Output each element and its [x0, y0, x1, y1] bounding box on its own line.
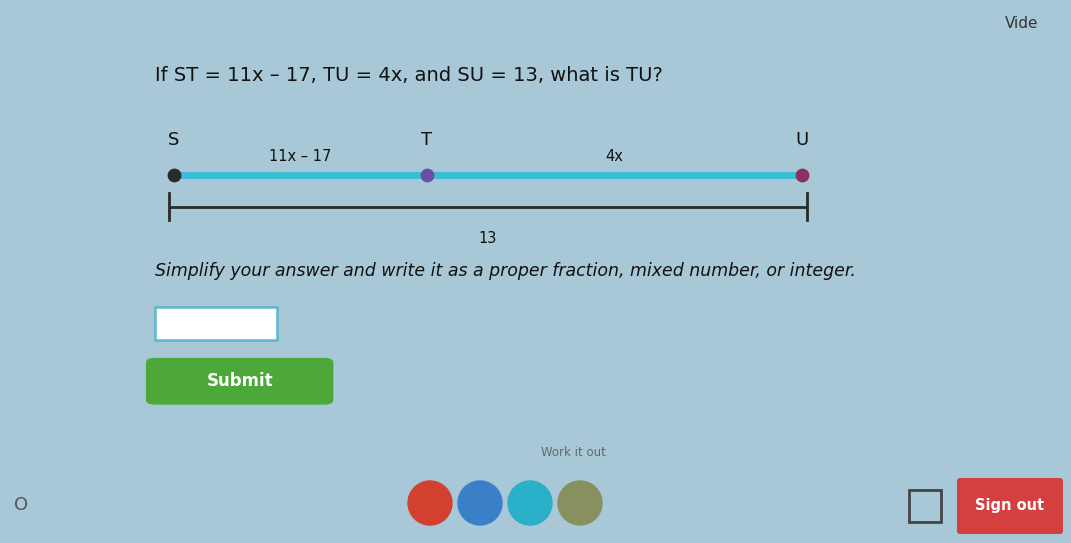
Point — [165, 171, 182, 180]
Point — [419, 171, 436, 180]
Text: 11x – 17: 11x – 17 — [270, 149, 332, 164]
Text: U: U — [796, 131, 809, 149]
Circle shape — [458, 481, 502, 525]
Text: If ST = 11x – 17, TU = 4x, and SU = 13, what is TU?: If ST = 11x – 17, TU = 4x, and SU = 13, … — [155, 66, 663, 85]
Text: Vide: Vide — [1006, 16, 1039, 31]
Text: S: S — [168, 131, 180, 149]
Text: 4x: 4x — [605, 149, 623, 164]
Text: Simplify your answer and write it as a proper fraction, mixed number, or integer: Simplify your answer and write it as a p… — [155, 262, 856, 280]
Text: Sign out: Sign out — [976, 498, 1044, 514]
FancyBboxPatch shape — [146, 358, 333, 405]
Circle shape — [508, 481, 552, 525]
Text: Submit: Submit — [207, 372, 273, 390]
Circle shape — [558, 481, 602, 525]
Text: 13: 13 — [479, 231, 497, 246]
FancyBboxPatch shape — [957, 478, 1064, 534]
Text: Work it out: Work it out — [541, 446, 605, 459]
FancyBboxPatch shape — [155, 307, 277, 340]
Text: O: O — [14, 496, 29, 514]
Text: T: T — [422, 131, 433, 149]
Circle shape — [408, 481, 452, 525]
Point — [794, 171, 811, 180]
